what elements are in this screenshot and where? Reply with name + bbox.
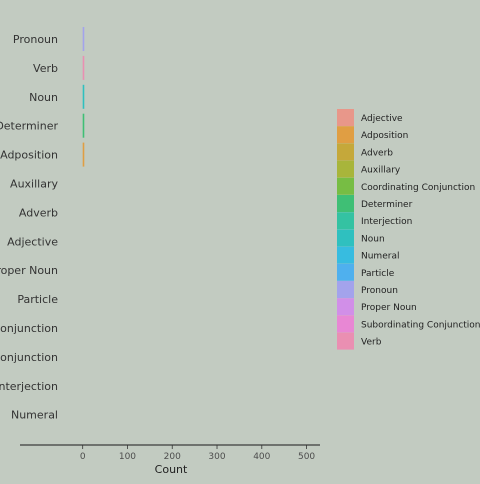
y-label-noun: Noun: [29, 91, 58, 104]
y-label-proper-noun: Proper Noun: [0, 264, 58, 277]
legend-label-pronoun: Pronoun: [361, 286, 398, 296]
bar-verb: [82, 55, 85, 80]
y-label-adjective: Adjective: [7, 235, 58, 248]
legend-label-adverb: Adverb: [361, 148, 393, 158]
y-label-numeral: Numeral: [11, 409, 58, 422]
y-label-pronoun: Pronoun: [13, 33, 58, 46]
bar-noun: [82, 84, 85, 109]
y-label-adverb: Adverb: [19, 206, 58, 219]
legend-key-verb: [337, 332, 354, 350]
legend-key-auxillary: [337, 160, 354, 178]
legend-key-subordinating-conjunction: [337, 315, 354, 333]
y-label-particle: Particle: [17, 293, 58, 306]
bar-pronoun: [82, 27, 85, 51]
y-label-determiner: Determiner: [0, 120, 58, 133]
legend-key-adverb: [337, 143, 354, 161]
legend-label-determiner: Determiner: [361, 200, 413, 210]
legend-label-verb: Verb: [361, 338, 382, 348]
legend-label-adjective: Adjective: [361, 114, 403, 124]
legend-key-adposition: [337, 126, 354, 144]
legend-label-numeral: Numeral: [361, 252, 399, 262]
x-tick-label-500: 500: [298, 452, 315, 462]
x-tick-label-200: 200: [164, 452, 181, 462]
legend-label-adposition: Adposition: [361, 131, 408, 141]
legend-key-proper-noun: [337, 298, 354, 316]
y-label-auxillary: Auxillary: [10, 178, 58, 191]
y-label-subordinating-conjunction: Subordinating Conjunction: [0, 351, 58, 364]
x-tick-label-400: 400: [253, 452, 270, 462]
legend-key-numeral: [337, 246, 354, 264]
y-label-adposition: Adposition: [0, 149, 58, 162]
bar-adposition: [82, 142, 85, 167]
legend-key-pronoun: [337, 281, 354, 298]
legend-label-noun: Noun: [361, 234, 385, 244]
x-tick-label-300: 300: [208, 452, 225, 462]
legend-label-auxillary: Auxillary: [361, 166, 401, 176]
bars-layer: [82, 27, 85, 167]
legend: Adjective Adposition Adverb Auxillary Coordi…: [337, 109, 480, 350]
x-axis-ticks: 0 100 200 300 400 500: [80, 445, 315, 462]
legend-key-adjective: [337, 109, 354, 126]
legend-key-noun: [337, 229, 354, 247]
legend-key-interjection: [337, 212, 354, 230]
legend-key-coordinating-conjunction: [337, 177, 354, 195]
legend-label-particle: Particle: [361, 269, 395, 279]
legend-label-interjection: Interjection: [361, 217, 412, 227]
legend-label-coordinating-conjunction: Coordinating Conjunction: [361, 183, 475, 193]
legend-label-proper-noun: Proper Noun: [361, 303, 417, 313]
x-tick-label-0: 0: [80, 452, 86, 462]
y-label-coordinating-conjunction: Coordinating Conjunction: [0, 322, 58, 335]
x-tick-label-100: 100: [119, 452, 136, 462]
bar-determiner: [82, 113, 85, 138]
y-axis-labels: Pronoun Verb Noun Determiner Adposition Auxil…: [0, 33, 58, 422]
y-label-verb: Verb: [33, 62, 58, 75]
legend-label-subordinating-conjunction: Subordinating Conjunction: [361, 320, 480, 330]
y-label-interjection: Interjection: [0, 380, 58, 393]
legend-key-particle: [337, 263, 354, 281]
x-axis-title: Count: [155, 463, 188, 476]
legend-key-determiner: [337, 195, 354, 212]
